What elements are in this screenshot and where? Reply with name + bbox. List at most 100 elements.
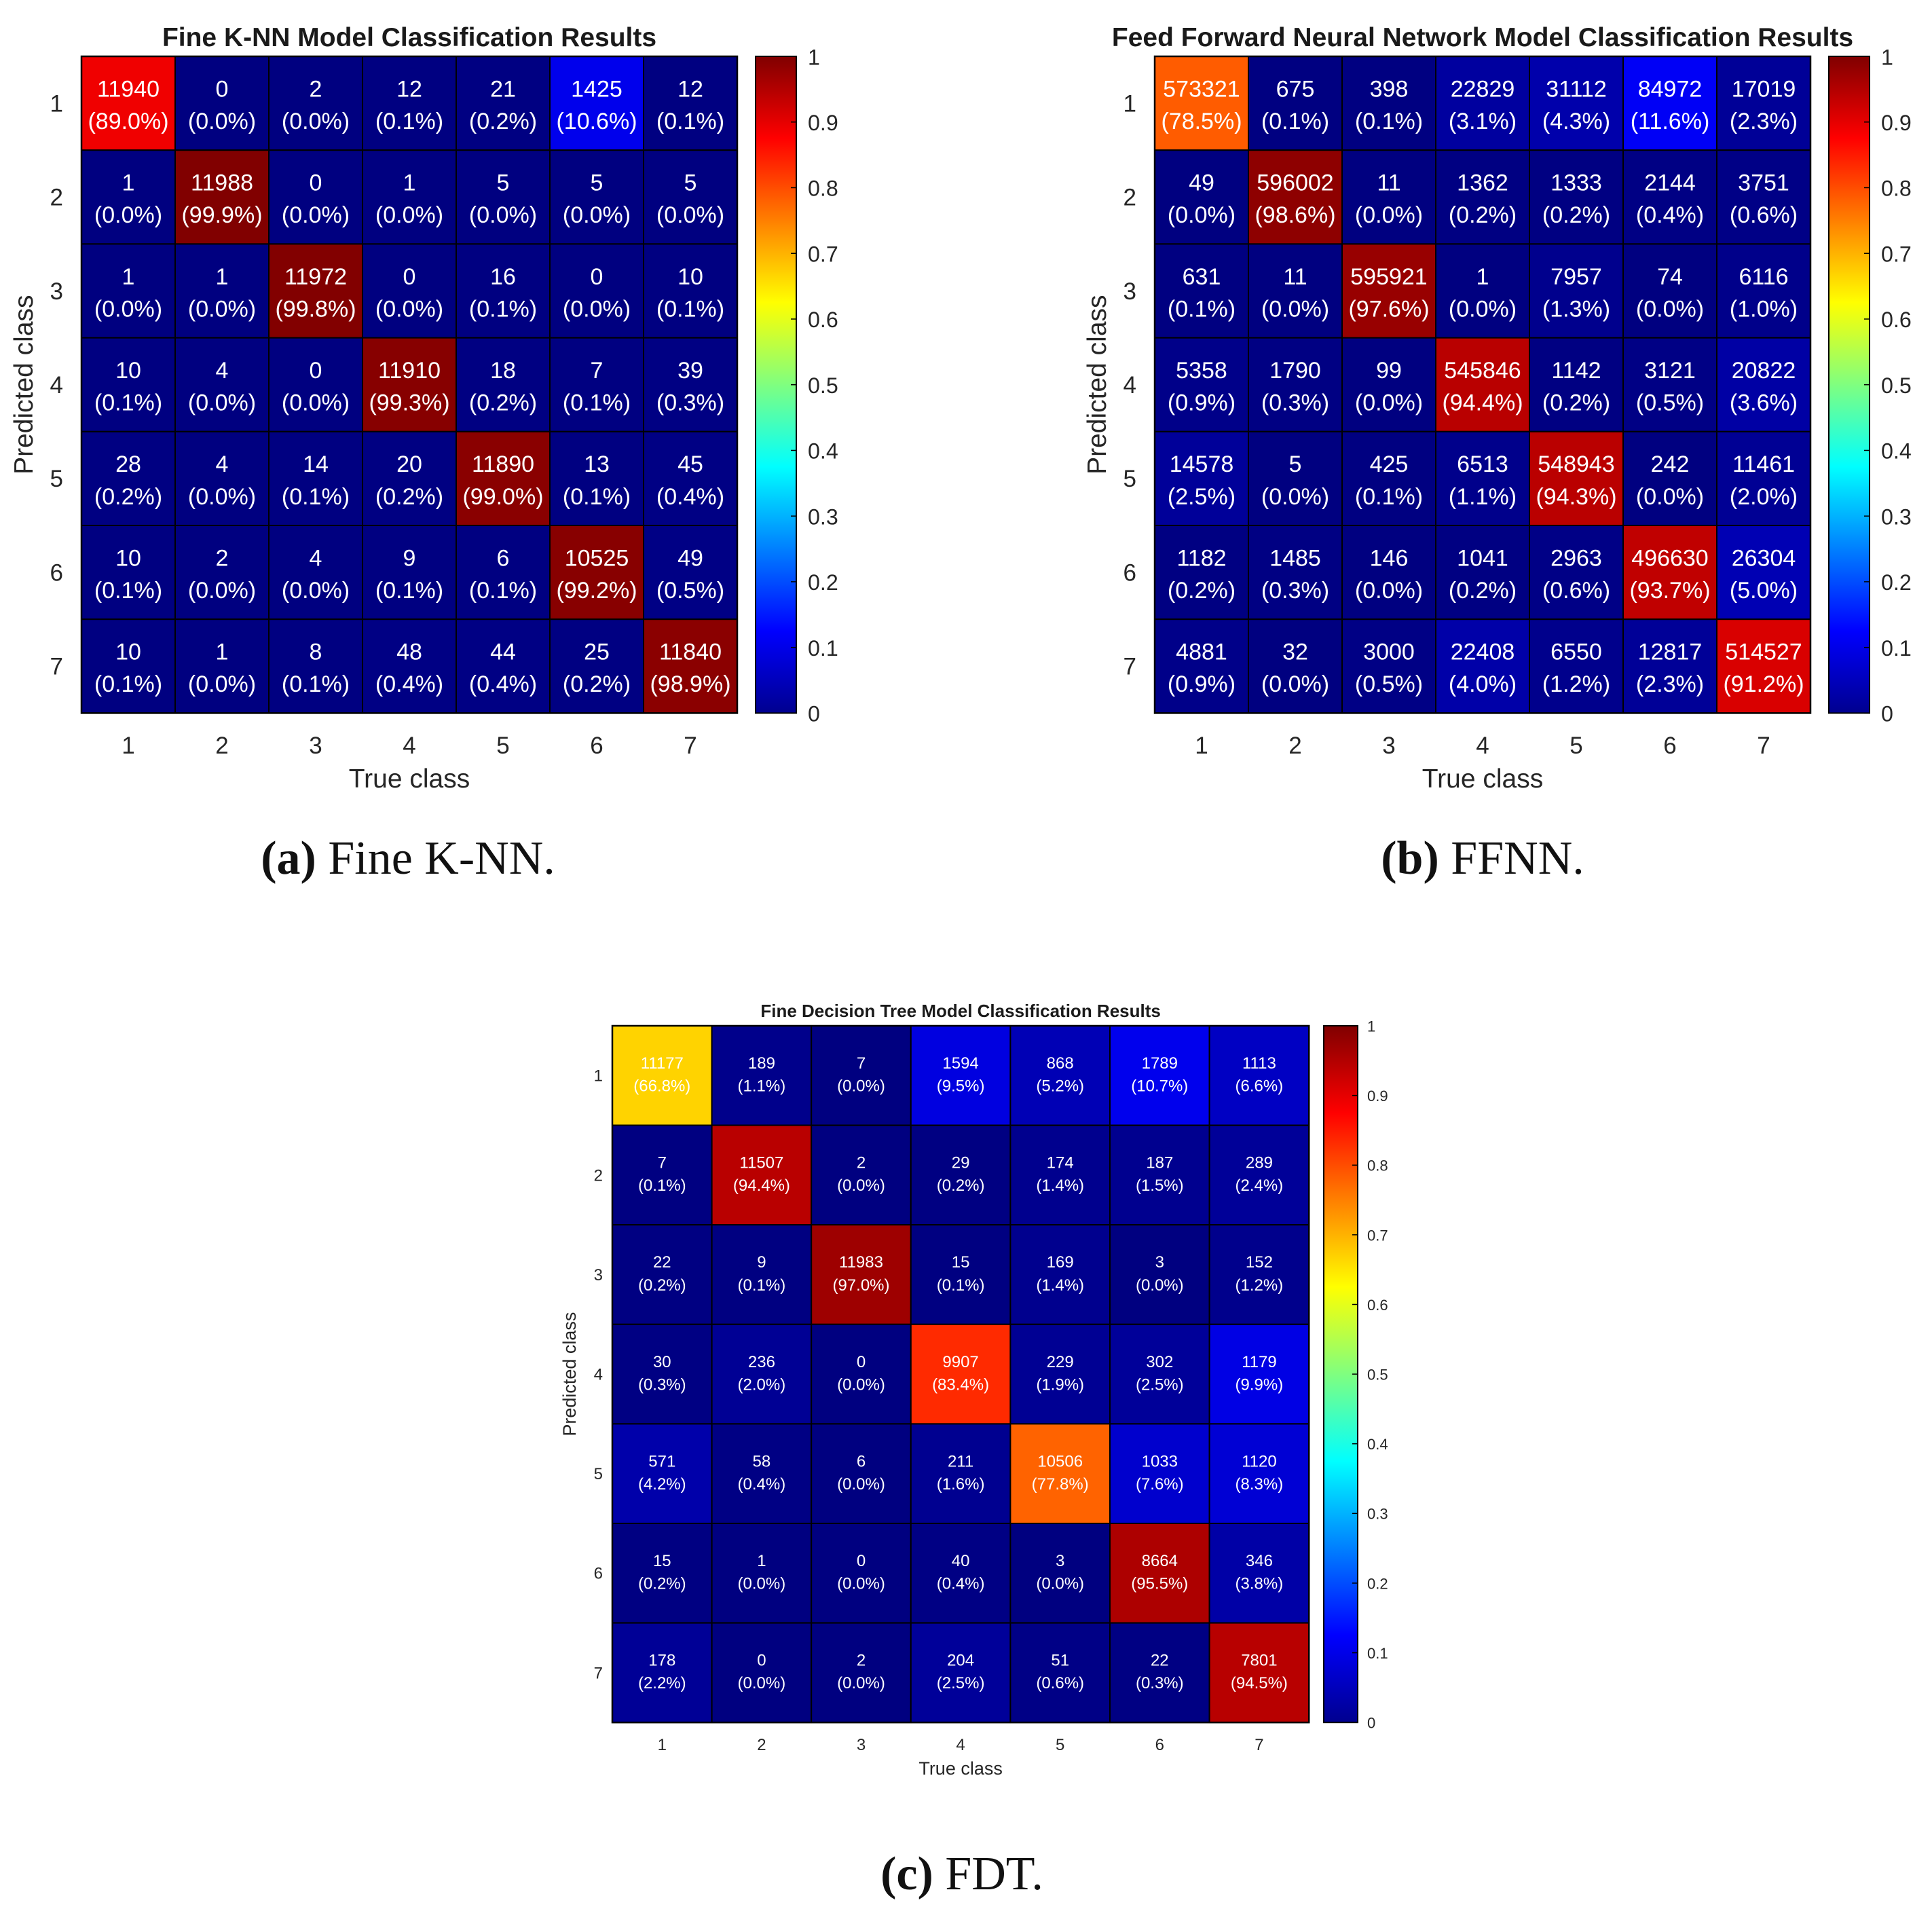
cell-count: 12817 (1638, 640, 1703, 665)
matrix-cell (612, 1224, 713, 1325)
matrix-cell (268, 337, 363, 432)
cell-count: 8664 (1142, 1552, 1178, 1570)
x-tick-label: 5 (1569, 733, 1582, 759)
cell-count: 302 (1146, 1353, 1173, 1371)
x-tick-label: 5 (1056, 1736, 1064, 1754)
colorbar-tick-label: 0.6 (1367, 1297, 1388, 1314)
cell-percent: (0.0%) (738, 1674, 786, 1692)
cell-count: 187 (1146, 1154, 1173, 1172)
cell-count: 346 (1246, 1552, 1273, 1570)
cell-percent: (0.1%) (282, 484, 350, 510)
matrix-cell (549, 56, 644, 151)
cell-percent: (0.5%) (656, 578, 724, 604)
cell-percent: (94.5%) (1231, 1674, 1288, 1692)
colorbar-tick-label: 1 (1367, 1018, 1375, 1035)
colorbar-tick-label: 0.9 (1367, 1088, 1388, 1105)
y-tick-label: 7 (50, 654, 63, 680)
matrix-cell (1716, 243, 1811, 339)
cell-count: 0 (310, 358, 322, 384)
cell-count: 11988 (191, 170, 253, 196)
cell-percent: (0.6%) (1542, 578, 1610, 604)
matrix-cell (612, 1622, 713, 1724)
colorbar-tick-label: 0.1 (1367, 1645, 1388, 1662)
cell-count: 3751 (1738, 170, 1789, 196)
matrix-cell (1622, 618, 1717, 714)
y-tick-label: 3 (1123, 278, 1136, 305)
cell-count: 40 (952, 1552, 970, 1570)
cell-count: 16 (490, 264, 516, 290)
matrix-cell (456, 56, 551, 151)
cell-percent: (0.0%) (1168, 202, 1236, 228)
matrix-cell (1009, 1523, 1111, 1624)
cell-count: 58 (753, 1452, 771, 1470)
caption-prefix: (c) (880, 1848, 933, 1900)
x-tick-label: 2 (757, 1736, 766, 1754)
y-tick-label: 7 (1123, 654, 1136, 680)
cell-count: 11461 (1732, 451, 1795, 477)
y-tick-label: 5 (594, 1465, 603, 1483)
matrix-cell (81, 149, 176, 245)
cell-percent: (77.8%) (1032, 1475, 1089, 1494)
y-tick-label: 6 (1123, 559, 1136, 586)
cell-percent: (2.5%) (937, 1674, 985, 1692)
cell-count: 49 (1189, 170, 1214, 196)
matrix-cell (1154, 56, 1249, 151)
y-tick-label: 4 (50, 372, 63, 399)
cell-percent: (0.1%) (469, 578, 537, 604)
cell-count: 30 (653, 1353, 671, 1371)
cell-percent: (0.2%) (563, 671, 631, 697)
matrix-cell (1208, 1323, 1310, 1425)
caption-text: FDT. (945, 1848, 1043, 1900)
cell-percent: (0.0%) (1636, 484, 1704, 510)
cell-count: 5 (684, 170, 697, 196)
cell-count: 20822 (1732, 358, 1796, 384)
matrix-cell (1248, 337, 1343, 432)
cell-percent: (0.1%) (375, 578, 443, 604)
matrix-cell (1341, 56, 1436, 151)
cell-percent: (3.6%) (1730, 390, 1798, 416)
cell-percent: (0.0%) (188, 109, 256, 134)
y-tick-label: 1 (594, 1067, 603, 1086)
colorbar-tick-label: 0.8 (808, 177, 838, 201)
matrix-cell (1109, 1124, 1210, 1226)
cell-percent: (2.3%) (1636, 671, 1704, 697)
cell-percent: (0.0%) (94, 202, 162, 228)
matrix-cell (1208, 1224, 1310, 1325)
matrix-cell (1009, 1622, 1111, 1724)
cell-percent: (94.3%) (1536, 484, 1616, 510)
cell-count: 9 (403, 545, 416, 571)
cell-percent: (0.0%) (837, 1176, 885, 1195)
matrix-cell (1716, 430, 1811, 526)
matrix-cell (549, 525, 644, 620)
matrix-cell (1622, 149, 1717, 245)
cell-count: 5358 (1176, 358, 1227, 384)
cell-percent: (3.1%) (1449, 109, 1517, 134)
colorbar-tick-label: 0.6 (808, 308, 838, 332)
cell-count: 596002 (1257, 170, 1333, 196)
matrix-cell (811, 1323, 912, 1425)
matrix-cell (81, 56, 176, 151)
cell-percent: (0.1%) (94, 578, 162, 604)
matrix-cell (1435, 149, 1530, 245)
cell-count: 25 (584, 640, 610, 665)
cell-percent: (0.0%) (738, 1575, 786, 1593)
matrix-cell (811, 1423, 912, 1524)
cell-count: 17019 (1732, 76, 1796, 102)
matrix-cell (1248, 618, 1343, 714)
cell-percent: (1.3%) (1542, 296, 1610, 322)
cell-count: 1179 (1242, 1353, 1277, 1371)
colorbar-tick-label: 0.3 (808, 504, 838, 529)
cell-count: 31112 (1546, 76, 1607, 102)
colorbar-tick-label: 0.4 (1881, 439, 1912, 464)
cell-percent: (0.4%) (375, 671, 443, 697)
cell-count: 4 (216, 358, 229, 384)
cell-percent: (11.6%) (1631, 109, 1710, 134)
cell-count: 14 (303, 451, 329, 477)
matrix-cell (1341, 243, 1436, 339)
matrix-cell (549, 618, 644, 714)
matrix-cell (811, 1523, 912, 1624)
cell-count: 3121 (1644, 358, 1696, 384)
cell-count: 84972 (1638, 76, 1703, 102)
cell-percent: (0.2%) (469, 390, 537, 416)
x-axis-label: True class (349, 764, 470, 794)
